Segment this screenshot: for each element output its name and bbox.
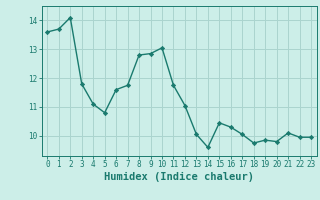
X-axis label: Humidex (Indice chaleur): Humidex (Indice chaleur) <box>104 172 254 182</box>
